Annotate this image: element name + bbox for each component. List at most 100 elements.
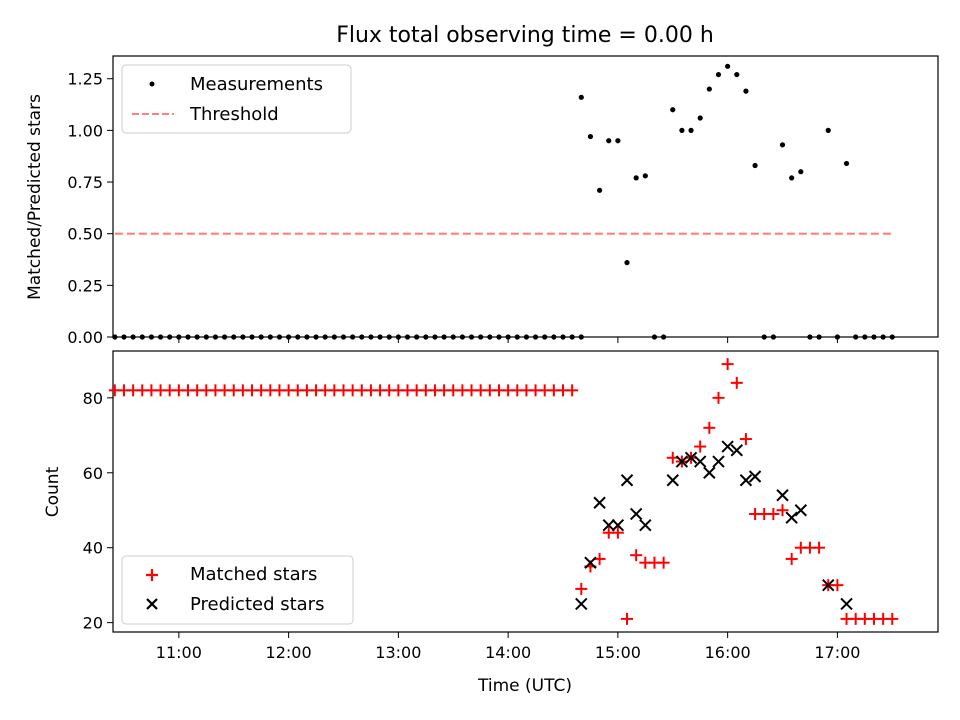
measurement-point bbox=[596, 187, 603, 193]
matched-stars-point bbox=[721, 358, 734, 371]
measurement-point bbox=[697, 115, 703, 121]
measurement-point bbox=[779, 142, 786, 148]
predicted-stars-point bbox=[739, 474, 753, 487]
measurement-point bbox=[725, 63, 731, 69]
measurement-point bbox=[871, 334, 877, 340]
predicted-stars-point bbox=[684, 451, 698, 464]
measurement-point bbox=[807, 334, 813, 340]
measurement-point bbox=[130, 334, 136, 340]
matched-stars-point bbox=[621, 612, 634, 625]
measurement-point bbox=[240, 334, 246, 340]
measurement-point bbox=[505, 334, 511, 340]
measurement-point bbox=[148, 334, 155, 340]
measurement-point bbox=[395, 334, 401, 340]
measurement-point bbox=[798, 169, 804, 175]
predicted-stars-point bbox=[584, 556, 597, 569]
measurement-point bbox=[368, 334, 374, 340]
predicted-stars-point bbox=[703, 466, 716, 479]
measurement-point bbox=[377, 334, 383, 340]
y-tick-label: 20 bbox=[83, 614, 103, 633]
measurement-point bbox=[569, 334, 575, 340]
measurement-point bbox=[176, 334, 182, 340]
top-legend: Measurements Threshold bbox=[121, 64, 352, 134]
matched-stars-point bbox=[739, 433, 752, 446]
matched-stars-point bbox=[657, 556, 670, 569]
measurement-point bbox=[532, 334, 539, 340]
matched-stars-point bbox=[694, 440, 707, 453]
bottom-x-axis-label: Time (UTC) bbox=[477, 676, 572, 696]
measurement-point bbox=[286, 334, 292, 340]
predicted-stars-point bbox=[840, 597, 853, 611]
predicted-stars-point bbox=[593, 496, 606, 509]
matched-stars-point bbox=[813, 541, 826, 554]
measurement-point bbox=[167, 334, 173, 340]
measurement-point bbox=[853, 334, 859, 340]
predicted-stars-point bbox=[776, 489, 789, 502]
predicted-stars-point bbox=[794, 504, 808, 517]
predicted-stars-point bbox=[629, 507, 643, 521]
measurement-point bbox=[441, 334, 447, 340]
y-tick-label: 0.75 bbox=[67, 173, 103, 192]
y-tick-label: 40 bbox=[83, 539, 103, 558]
matched-stars-point bbox=[785, 552, 798, 565]
measurement-point bbox=[743, 88, 749, 94]
measurement-point bbox=[468, 334, 475, 340]
matched-stars-point bbox=[703, 421, 716, 434]
measurement-point bbox=[194, 334, 200, 340]
measurement-point bbox=[496, 334, 502, 340]
measurement-point bbox=[688, 127, 694, 133]
measurement-point bbox=[542, 334, 548, 340]
predicted-stars-point bbox=[575, 597, 588, 611]
predicted-stars-point bbox=[602, 519, 615, 532]
legend-matched-marker bbox=[146, 569, 158, 581]
measurement-point bbox=[615, 138, 621, 144]
x-tick-label: 16:00 bbox=[705, 643, 751, 662]
matched-stars-point bbox=[730, 376, 743, 389]
measurement-point bbox=[633, 175, 639, 181]
predicted-stars-point bbox=[785, 511, 798, 524]
bottom-y-axis-label: Count bbox=[43, 466, 63, 517]
measurement-point bbox=[267, 334, 273, 340]
predicted-stars-point bbox=[730, 444, 743, 457]
predicted-stars-point bbox=[666, 474, 679, 487]
x-tick-label: 13:00 bbox=[375, 643, 421, 662]
measurement-point bbox=[734, 71, 740, 78]
y-tick-label: 80 bbox=[83, 389, 103, 408]
matched-stars-point bbox=[886, 612, 899, 625]
matched-stars-point bbox=[566, 384, 579, 397]
predicted-stars-point bbox=[712, 455, 725, 468]
measurement-point bbox=[560, 334, 566, 340]
measurement-point bbox=[862, 334, 868, 340]
measurement-point bbox=[578, 334, 584, 340]
bottom-legend: Matched stars Predicted stars bbox=[121, 555, 354, 625]
measurement-point bbox=[624, 260, 630, 266]
measurement-point bbox=[889, 334, 895, 340]
measurement-point bbox=[578, 94, 584, 100]
bottom-axes-frame bbox=[112, 350, 939, 633]
matched-stars-point bbox=[776, 504, 789, 517]
measurement-point bbox=[231, 334, 237, 340]
x-tick-label: 17:00 bbox=[814, 643, 860, 662]
measurement-point bbox=[715, 71, 722, 78]
measurement-point bbox=[706, 86, 712, 92]
measurement-point bbox=[203, 334, 209, 340]
measurement-point bbox=[843, 160, 850, 167]
measurement-point bbox=[587, 133, 594, 140]
x-tick-label: 12:00 bbox=[266, 643, 312, 662]
measurement-point bbox=[331, 334, 337, 340]
measurement-point bbox=[322, 334, 328, 340]
measurement-point bbox=[313, 334, 319, 340]
measurement-point bbox=[157, 334, 164, 340]
y-tick-label: 0.25 bbox=[67, 276, 103, 295]
measurement-point bbox=[670, 107, 676, 113]
measurement-point bbox=[514, 334, 520, 340]
legend-measurements-label: Measurements bbox=[190, 74, 323, 95]
measurement-point bbox=[459, 334, 465, 340]
measurement-point bbox=[834, 334, 840, 340]
matched-stars-point bbox=[630, 549, 643, 562]
measurement-point bbox=[185, 334, 191, 340]
measurement-point bbox=[212, 334, 219, 340]
predicted-stars-point bbox=[611, 519, 625, 532]
